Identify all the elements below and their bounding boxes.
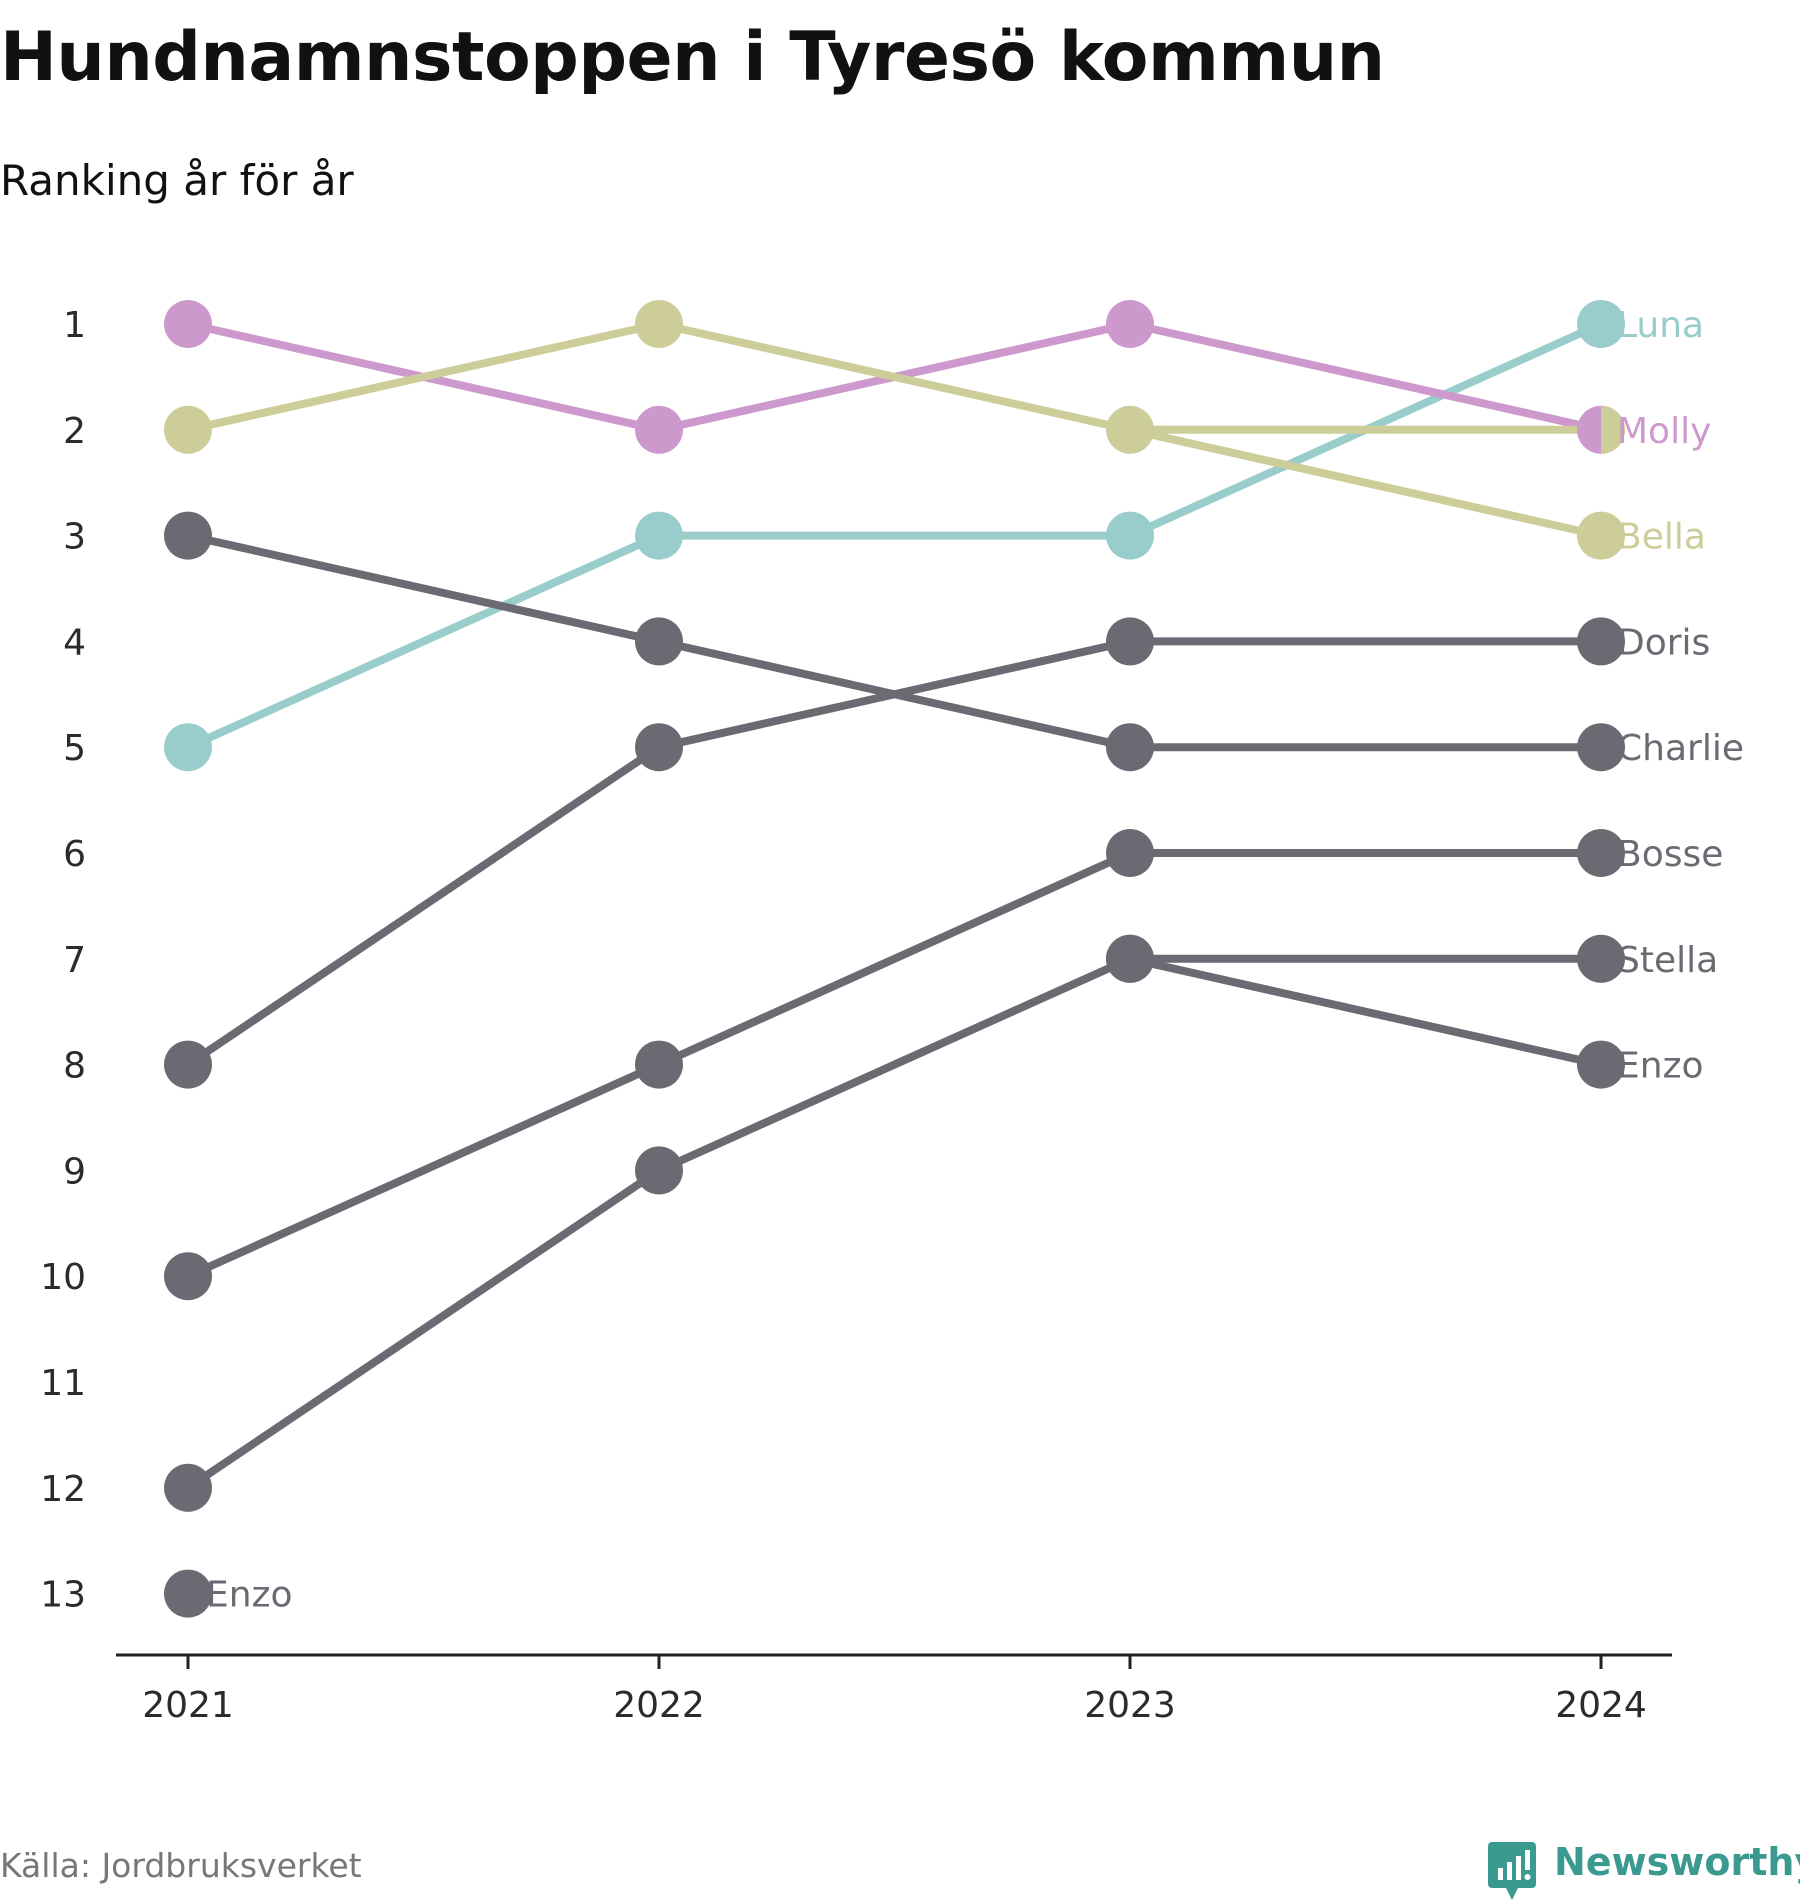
data-point bbox=[1106, 934, 1154, 983]
data-point bbox=[635, 511, 683, 560]
data-point bbox=[635, 723, 683, 772]
data-point bbox=[164, 1252, 212, 1301]
data-point bbox=[164, 300, 212, 348]
x-tick-label: 2022 bbox=[613, 1685, 705, 1726]
y-tick-label: 7 bbox=[63, 940, 86, 981]
series-label: Enzo bbox=[1617, 1046, 1703, 1087]
data-point bbox=[164, 405, 212, 454]
series-line bbox=[184, 320, 1605, 752]
series-lines bbox=[184, 320, 1605, 1492]
data-point bbox=[1577, 1040, 1625, 1089]
data-point bbox=[1106, 829, 1154, 877]
data-point bbox=[164, 1569, 212, 1618]
data-point bbox=[635, 1146, 683, 1195]
data-point bbox=[164, 1040, 212, 1089]
series-label: Molly bbox=[1617, 411, 1711, 452]
data-point bbox=[635, 300, 683, 348]
y-tick-label: 13 bbox=[40, 1575, 86, 1616]
data-point bbox=[1577, 829, 1625, 877]
data-point bbox=[1577, 617, 1625, 666]
data-point bbox=[1106, 617, 1154, 666]
y-tick-label: 5 bbox=[63, 728, 86, 769]
x-tick-label: 2023 bbox=[1084, 1685, 1176, 1726]
x-axis: 2021 2022 2023 2024 bbox=[116, 1653, 1672, 1726]
data-point bbox=[1577, 300, 1625, 348]
series-line bbox=[184, 954, 1605, 1492]
data-point bbox=[635, 405, 683, 454]
series-line bbox=[1126, 954, 1605, 1069]
series-label: Luna bbox=[1617, 305, 1704, 346]
y-tick-label: 11 bbox=[40, 1363, 86, 1404]
y-tick-label: 1 bbox=[63, 305, 86, 346]
data-point bbox=[164, 1463, 212, 1512]
y-tick-label: 3 bbox=[63, 517, 86, 558]
data-point bbox=[1106, 405, 1154, 454]
data-point bbox=[164, 723, 212, 772]
data-point bbox=[635, 617, 683, 666]
series-label: Bosse bbox=[1617, 834, 1723, 875]
series-points bbox=[164, 300, 1625, 1618]
y-tick-label: 8 bbox=[63, 1046, 86, 1087]
chart-title: Hundnamnstoppen i Tyresö kommun bbox=[0, 18, 1385, 97]
y-tick-label: 2 bbox=[63, 411, 86, 452]
y-tick-label: 6 bbox=[63, 834, 86, 875]
series-label: Stella bbox=[1617, 940, 1718, 981]
source-note: Källa: Jordbruksverket bbox=[0, 1846, 362, 1885]
data-point bbox=[635, 1040, 683, 1089]
series-line bbox=[184, 320, 1605, 540]
brand-name: Newsworthy bbox=[1554, 1840, 1800, 1884]
data-point bbox=[1106, 300, 1154, 348]
y-tick-label: 10 bbox=[40, 1257, 86, 1298]
y-tick-label: 12 bbox=[40, 1469, 86, 1510]
series-line bbox=[184, 849, 1605, 1281]
x-tick-label: 2024 bbox=[1555, 1685, 1647, 1726]
data-point bbox=[1106, 511, 1154, 560]
data-point-half bbox=[1601, 405, 1625, 454]
newsworthy-logo-icon bbox=[1488, 1842, 1536, 1900]
y-tick-label: 4 bbox=[63, 622, 86, 663]
y-tick-label: 9 bbox=[63, 1151, 86, 1192]
data-point bbox=[1577, 723, 1625, 772]
series-label: Bella bbox=[1617, 517, 1706, 558]
x-tick-label: 2021 bbox=[142, 1685, 234, 1726]
series-label: Doris bbox=[1617, 622, 1710, 663]
data-point bbox=[1106, 723, 1154, 772]
series-labels: Enzo Luna Molly Bella Doris Charlie Bosse Stell… bbox=[206, 305, 1744, 1616]
series-label: Charlie bbox=[1617, 728, 1744, 769]
brand-logo[interactable]: Newsworthy bbox=[1488, 1822, 1800, 1900]
chart-subtitle: Ranking år för år bbox=[0, 156, 354, 205]
series-label: Enzo bbox=[206, 1575, 292, 1616]
series-line bbox=[184, 531, 1605, 752]
data-point bbox=[1577, 511, 1625, 560]
data-point bbox=[164, 511, 212, 560]
data-point bbox=[1577, 934, 1625, 983]
